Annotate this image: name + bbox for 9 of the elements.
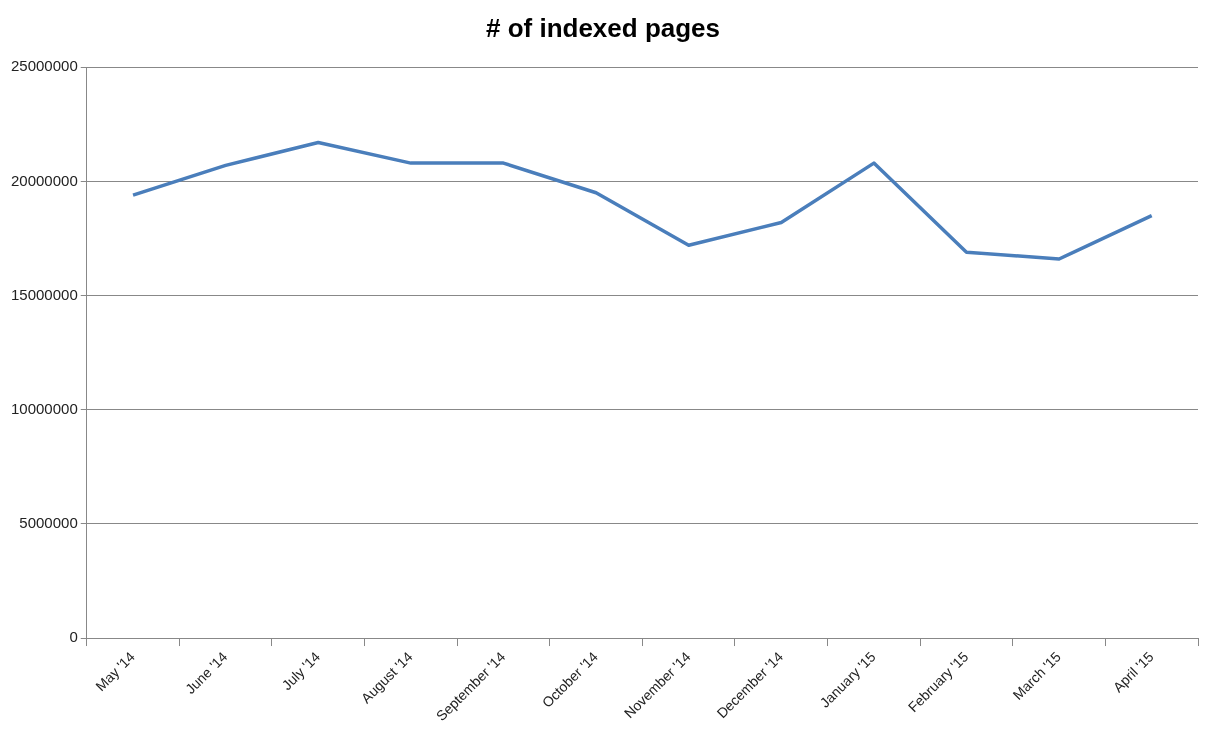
x-tick-label: May '14 [92, 648, 139, 695]
y-tick-label: 0 [69, 628, 78, 646]
chart-title: # of indexed pages [485, 12, 721, 43]
y-tick-label: 20000000 [10, 171, 78, 189]
x-tick-label: July '14 [278, 648, 324, 694]
y-tick-label: 10000000 [10, 399, 78, 417]
y-tick-label: 15000000 [10, 285, 78, 303]
y-tick-label: 25000000 [10, 57, 78, 75]
y-tick-label: 5000000 [19, 514, 78, 532]
